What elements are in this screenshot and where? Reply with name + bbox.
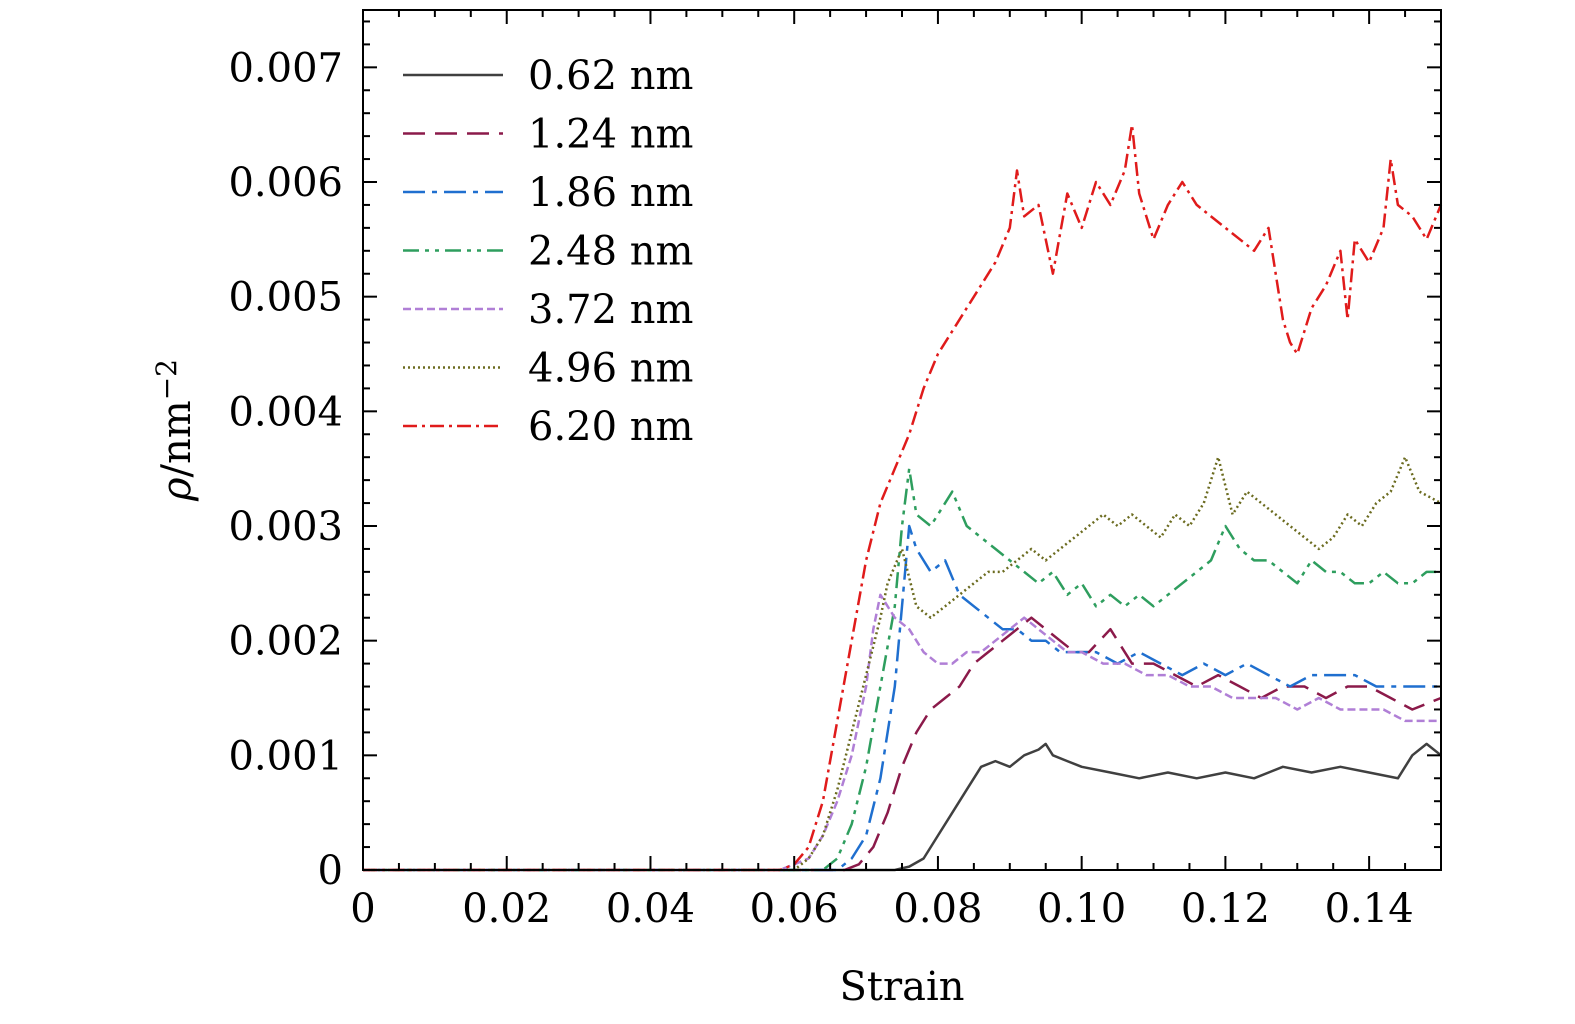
x-tick-label: 0.06 <box>750 886 839 932</box>
legend-label: 1.24 nm <box>528 112 693 158</box>
legend-label: 0.62 nm <box>528 53 693 99</box>
y-tick-label: 0.006 <box>228 160 343 206</box>
x-tick-label: 0.02 <box>462 886 551 932</box>
legend-label: 4.96 nm <box>528 346 693 392</box>
axis-ticks <box>362 10 1442 871</box>
x-tick-label: 0.12 <box>1181 886 1270 932</box>
plot-series <box>363 123 1443 872</box>
y-tick-label: 0 <box>318 848 343 894</box>
y-tick-label: 0.005 <box>228 275 343 321</box>
y-tick-label: 0.004 <box>228 389 343 435</box>
legend: 0.62 nm 1.24 nm 1.86 nm 2.48 nm 3.72 nm 4.96 … <box>403 53 693 450</box>
series-line-6-20-nm <box>363 123 1443 872</box>
x-tick-label: 0 <box>350 886 375 932</box>
y-axis-label-symbol: ρ <box>154 477 200 502</box>
x-axis-label: Strain <box>840 964 965 1010</box>
y-axis-label-exponent: −2 <box>150 359 183 400</box>
plot-frame <box>362 9 1442 871</box>
series-line-1-86-nm <box>363 524 1441 872</box>
series-line-2-48-nm <box>363 467 1441 872</box>
legend-label: 3.72 nm <box>528 287 693 333</box>
x-tick-label: 0.14 <box>1325 886 1414 932</box>
series-line-4-96-nm <box>363 455 1442 872</box>
legend-label: 6.20 nm <box>528 404 693 450</box>
series-line-3-72-nm <box>363 593 1441 872</box>
y-axis-label-unit: /nm <box>154 400 200 477</box>
x-tick-label: 0.04 <box>606 886 695 932</box>
legend-label: 2.48 nm <box>528 229 693 275</box>
axis-tick-labels: 0 0.02 0.04 0.06 0.08 0.10 0.12 0.14 0 0.001 0.002… <box>228 45 1413 932</box>
x-tick-label: 0.08 <box>893 886 982 932</box>
y-tick-label: 0.003 <box>228 504 343 550</box>
series-line-0-62-nm <box>363 742 1442 872</box>
y-tick-label: 0.002 <box>228 619 343 665</box>
y-tick-label: 0.001 <box>228 733 343 779</box>
legend-label: 1.86 nm <box>528 170 693 216</box>
series-line-1-24-nm <box>363 616 1442 872</box>
x-tick-label: 0.10 <box>1037 886 1126 932</box>
y-axis-label: ρ/nm−2 <box>150 359 200 502</box>
y-tick-label: 0.007 <box>228 45 343 91</box>
